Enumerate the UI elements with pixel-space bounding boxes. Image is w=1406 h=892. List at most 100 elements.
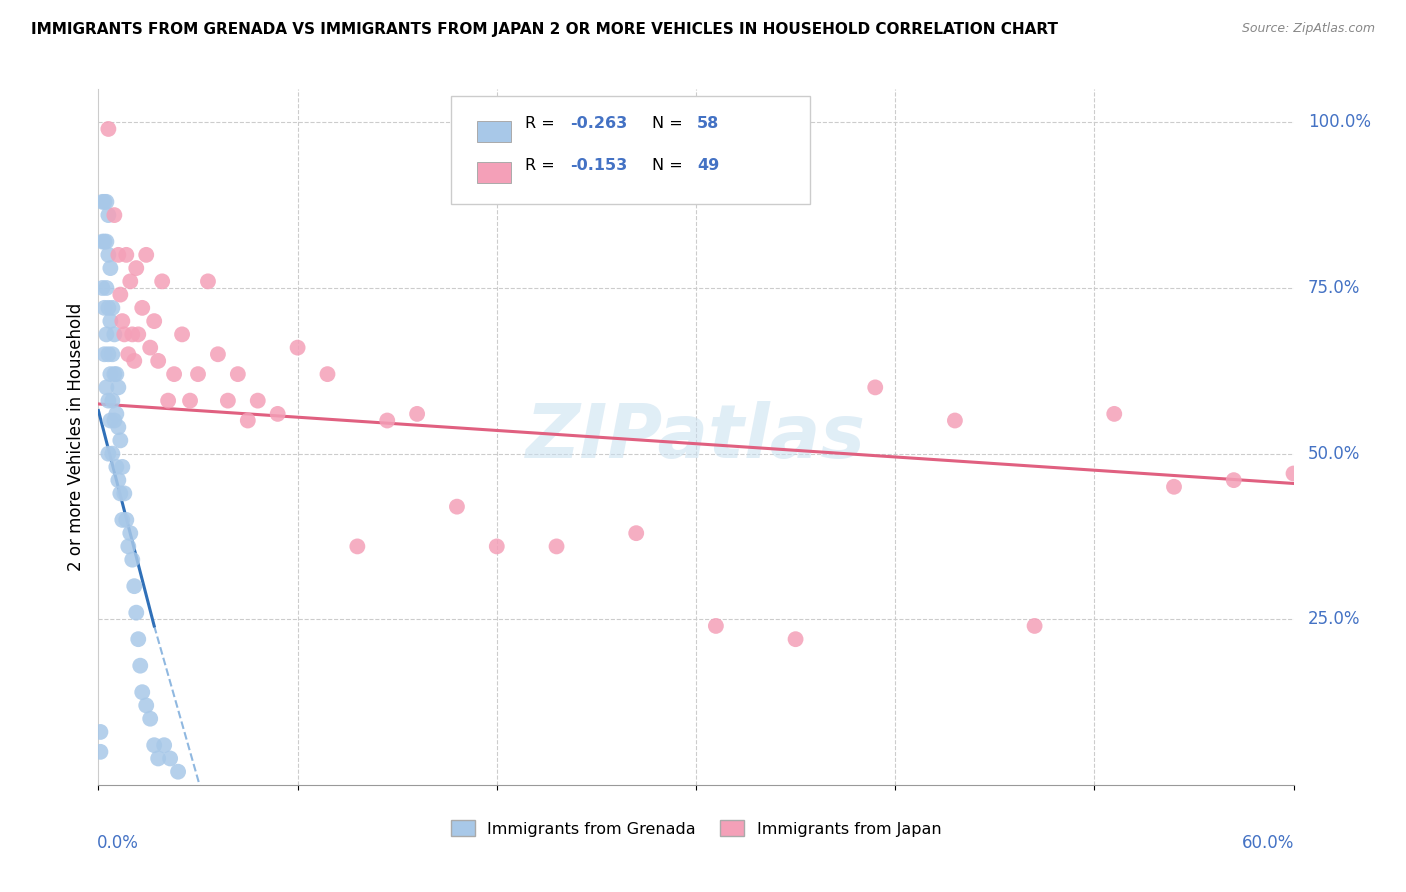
Point xyxy=(1223,473,1246,487)
Point xyxy=(865,380,887,394)
Point xyxy=(167,764,190,779)
Point xyxy=(96,235,118,249)
Point xyxy=(179,393,201,408)
Point xyxy=(105,459,128,474)
Point xyxy=(121,327,143,342)
Point xyxy=(98,367,122,381)
Point xyxy=(1163,480,1185,494)
FancyBboxPatch shape xyxy=(477,120,510,142)
Point xyxy=(163,367,186,381)
Point xyxy=(135,698,157,713)
Y-axis label: 2 or more Vehicles in Household: 2 or more Vehicles in Household xyxy=(66,303,84,571)
Text: IMMIGRANTS FROM GRENADA VS IMMIGRANTS FROM JAPAN 2 OR MORE VEHICLES IN HOUSEHOLD: IMMIGRANTS FROM GRENADA VS IMMIGRANTS FR… xyxy=(31,22,1057,37)
Point xyxy=(111,314,134,328)
Point xyxy=(117,540,139,554)
Point xyxy=(129,658,152,673)
Point xyxy=(148,751,170,765)
Point xyxy=(446,500,468,514)
Point xyxy=(107,248,129,262)
Point xyxy=(107,380,129,394)
Point xyxy=(121,552,143,566)
Point xyxy=(236,413,259,427)
Text: 100.0%: 100.0% xyxy=(1308,113,1371,131)
Point xyxy=(91,281,114,295)
Point xyxy=(97,347,120,361)
Point xyxy=(98,261,122,276)
Point xyxy=(135,248,157,262)
FancyBboxPatch shape xyxy=(451,96,810,204)
Point xyxy=(546,540,568,554)
Point xyxy=(246,393,269,408)
Point xyxy=(131,301,153,315)
Point xyxy=(103,208,125,222)
Point xyxy=(107,420,129,434)
Point xyxy=(93,301,115,315)
Point xyxy=(150,274,173,288)
Point xyxy=(131,685,153,699)
Point xyxy=(159,751,181,765)
Point xyxy=(1024,619,1046,633)
Point xyxy=(117,347,139,361)
Point xyxy=(287,341,309,355)
Point xyxy=(98,314,122,328)
Point xyxy=(103,327,125,342)
Text: Source: ZipAtlas.com: Source: ZipAtlas.com xyxy=(1241,22,1375,36)
Point xyxy=(105,407,128,421)
Text: ZIPatlas: ZIPatlas xyxy=(526,401,866,474)
Point xyxy=(120,526,142,541)
Point xyxy=(97,208,120,222)
Point xyxy=(103,413,125,427)
Text: N =: N = xyxy=(652,158,688,173)
Point xyxy=(267,407,290,421)
Text: 49: 49 xyxy=(697,158,720,173)
Point xyxy=(197,274,219,288)
Point xyxy=(96,194,118,209)
Point xyxy=(124,354,146,368)
Point xyxy=(157,393,180,408)
Point xyxy=(139,712,162,726)
Point xyxy=(943,413,966,427)
Point xyxy=(96,380,118,394)
Point xyxy=(101,447,124,461)
Point xyxy=(125,261,148,276)
FancyBboxPatch shape xyxy=(477,161,510,183)
Point xyxy=(704,619,727,633)
Point xyxy=(346,540,368,554)
Point xyxy=(97,301,120,315)
Point xyxy=(124,579,146,593)
Point xyxy=(91,235,114,249)
Point xyxy=(111,459,134,474)
Point xyxy=(110,287,132,301)
Point xyxy=(406,407,429,421)
Point xyxy=(1104,407,1126,421)
Point xyxy=(375,413,398,427)
Text: 58: 58 xyxy=(697,116,720,131)
Point xyxy=(89,725,111,739)
Point xyxy=(97,393,120,408)
Text: -0.153: -0.153 xyxy=(571,158,627,173)
Point xyxy=(153,738,176,752)
Point xyxy=(91,194,114,209)
Point xyxy=(143,738,166,752)
Point xyxy=(93,194,115,209)
Point xyxy=(101,347,124,361)
Point xyxy=(115,513,138,527)
Point xyxy=(115,248,138,262)
Text: 25.0%: 25.0% xyxy=(1308,610,1361,628)
Point xyxy=(112,327,135,342)
Point xyxy=(143,314,166,328)
Point xyxy=(626,526,648,541)
Point xyxy=(316,367,339,381)
Point xyxy=(96,281,118,295)
Point xyxy=(127,632,149,647)
Text: R =: R = xyxy=(524,116,560,131)
Text: -0.263: -0.263 xyxy=(571,116,627,131)
Point xyxy=(101,301,124,315)
Point xyxy=(111,513,134,527)
Point xyxy=(110,434,132,448)
Text: 0.0%: 0.0% xyxy=(97,834,139,852)
Point xyxy=(107,473,129,487)
Point xyxy=(1282,467,1305,481)
Point xyxy=(148,354,170,368)
Point xyxy=(93,347,115,361)
